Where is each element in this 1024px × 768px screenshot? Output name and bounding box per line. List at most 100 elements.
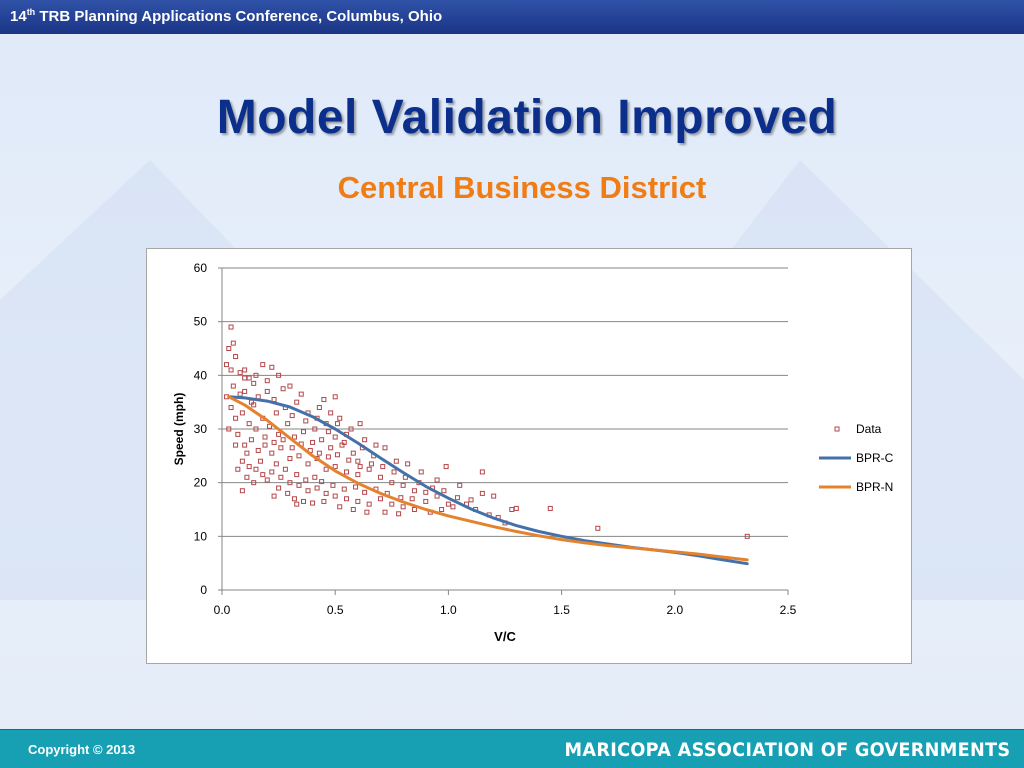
data-point [334, 452, 340, 458]
data-point [509, 507, 515, 512]
y-tick-label: 30 [194, 422, 208, 436]
data-point [323, 490, 329, 496]
data-point [269, 450, 275, 456]
data-point [445, 501, 451, 507]
data-point [224, 362, 230, 368]
data-point [744, 533, 750, 539]
data-point [246, 421, 252, 427]
data-point [303, 418, 309, 424]
data-point [330, 482, 336, 488]
data-point [316, 405, 322, 411]
data-point [479, 490, 485, 496]
data-point [301, 429, 307, 435]
data-point [595, 525, 601, 531]
slide-subtitle: Central Business District [337, 170, 707, 205]
data-point [380, 464, 386, 470]
data-point [344, 496, 350, 502]
data-point [262, 442, 268, 448]
data-point [319, 437, 325, 443]
data-point [276, 485, 282, 491]
data-point [396, 511, 402, 517]
data-point [237, 370, 243, 376]
data-point [287, 480, 293, 486]
data-point [280, 386, 286, 392]
x-tick-label: 0.5 [327, 603, 344, 617]
chart-container: 0 10 20 30 40 50 60 0.0 0.5 1.0 1.5 2.0 2.5 V/C Speed … [146, 248, 912, 664]
data-point [246, 375, 252, 381]
data-point [251, 480, 257, 486]
data-point [251, 380, 257, 386]
data-point [244, 450, 250, 456]
y-tick-label: 60 [194, 261, 208, 275]
data-point [423, 489, 429, 495]
data-point [235, 431, 241, 437]
data-point [235, 466, 241, 472]
data-point [373, 442, 379, 448]
data-point [262, 434, 268, 440]
data-point [323, 466, 329, 472]
data-point [257, 458, 263, 464]
data-point [226, 346, 232, 351]
data-point [357, 421, 363, 427]
data-point [264, 378, 270, 384]
data-point [242, 442, 248, 448]
data-point [434, 493, 440, 499]
data-point [491, 493, 497, 499]
data-point [357, 464, 363, 470]
data-point [547, 505, 553, 511]
data-point [411, 488, 417, 494]
data-point [276, 431, 282, 437]
data-point [289, 445, 295, 451]
data-point [242, 367, 248, 373]
data-point [294, 472, 300, 478]
data-point [321, 396, 327, 402]
data-point [228, 324, 234, 330]
data-point [344, 469, 350, 475]
data-point [230, 383, 236, 389]
data-point [230, 340, 236, 346]
data-point [264, 477, 270, 483]
data-point [269, 469, 275, 475]
data-point [434, 477, 440, 483]
data-point [285, 421, 291, 427]
data-point [513, 505, 519, 511]
data-point [305, 461, 311, 467]
header-text: TRB Planning Applications Conference, Co… [35, 8, 443, 25]
data-point [260, 472, 266, 478]
data-point [289, 413, 295, 419]
data-point [366, 466, 372, 472]
data-point [468, 497, 474, 503]
data-point [332, 434, 338, 440]
data-point [377, 496, 383, 502]
data-point [382, 509, 388, 515]
data-point [228, 367, 234, 373]
data-point [294, 399, 300, 405]
data-point [278, 474, 284, 480]
data-point [450, 504, 456, 510]
data-point [328, 410, 334, 416]
data-point [337, 504, 343, 510]
x-axis-label: V/C [494, 629, 516, 644]
data-point [350, 507, 356, 512]
data-point [393, 458, 399, 464]
data-point [253, 426, 259, 432]
y-tick-label: 0 [200, 583, 207, 597]
y-axis-label: Speed (mph) [172, 393, 186, 466]
header-ordinal-number: 14 [10, 8, 27, 25]
data-point [321, 498, 327, 504]
x-tick-label: 1.0 [440, 603, 457, 617]
data-point [400, 482, 406, 488]
data-point [418, 469, 424, 475]
x-tick-label: 0.0 [214, 603, 231, 617]
data-point [255, 447, 261, 453]
data-point [350, 450, 356, 456]
y-tick-label: 10 [194, 529, 208, 543]
data-point [253, 372, 259, 378]
data-point [305, 488, 311, 494]
data-point [391, 469, 397, 475]
y-tick-label: 50 [194, 315, 208, 329]
data-point [400, 504, 406, 510]
data-point [233, 442, 239, 448]
data-point [273, 410, 279, 416]
